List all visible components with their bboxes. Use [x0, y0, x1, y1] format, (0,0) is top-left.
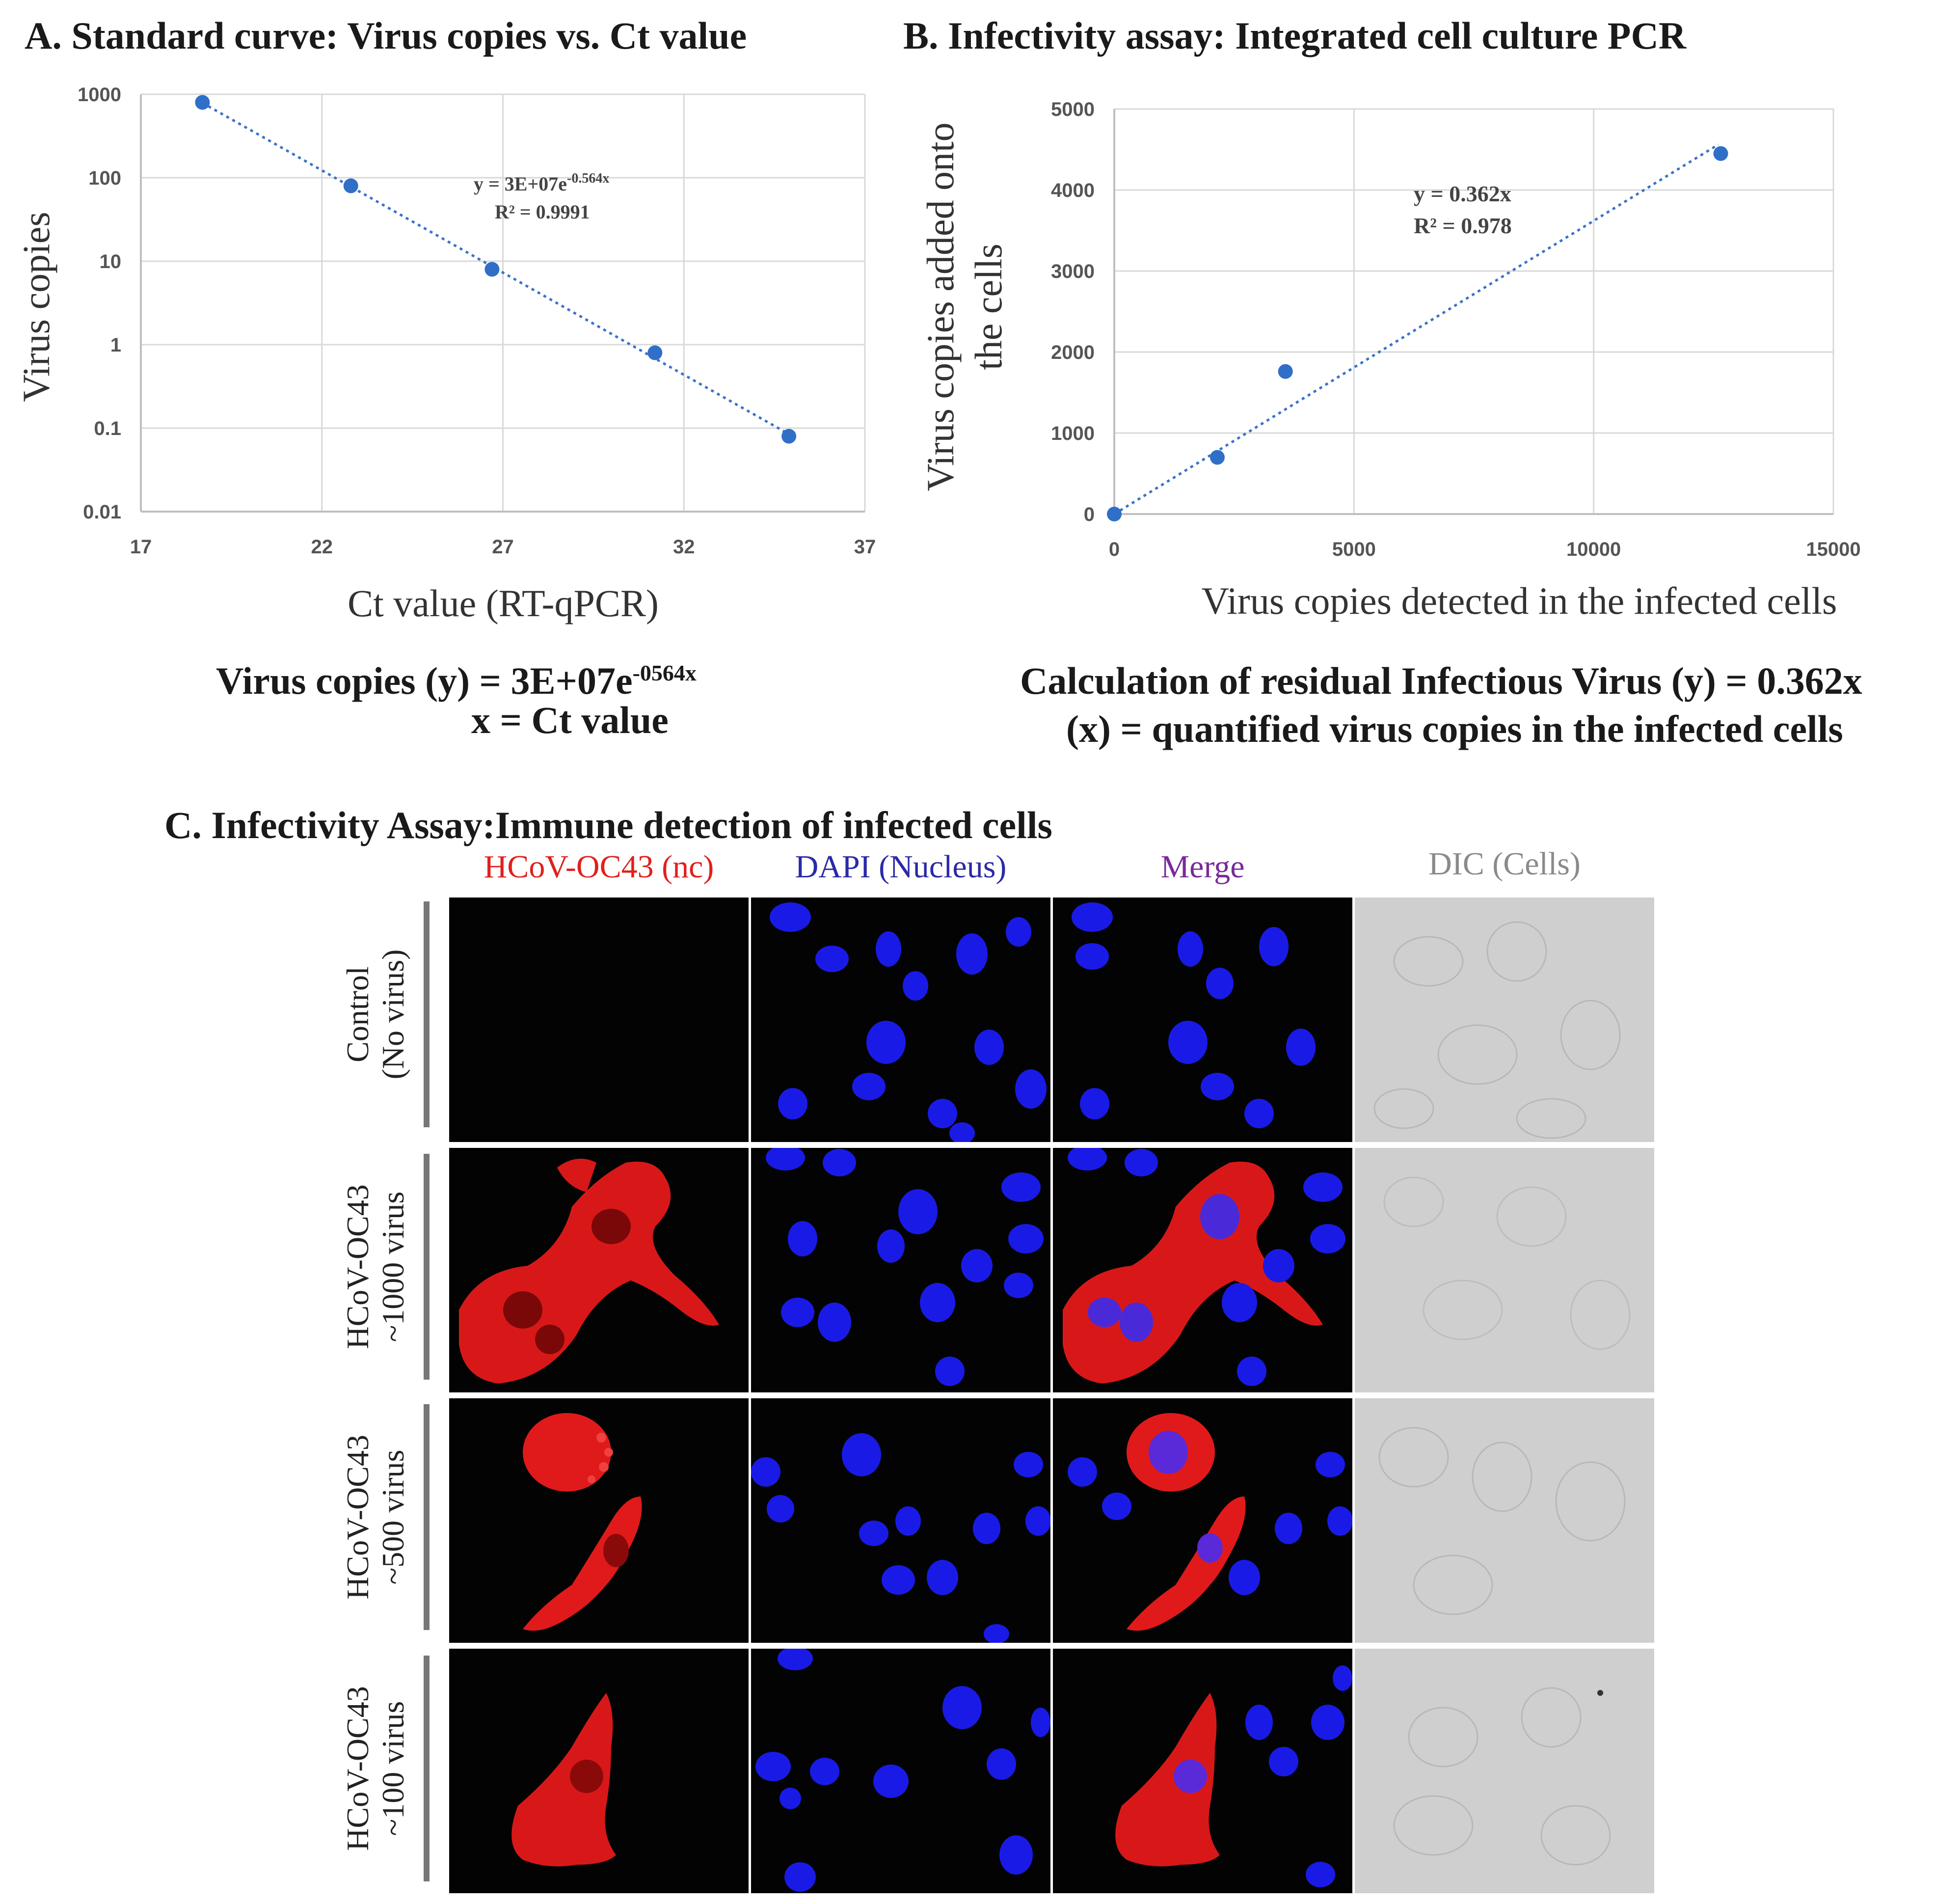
chart-a-data-point: [343, 178, 358, 193]
row-label-1000: HCoV-OC43 ~1000 virus: [322, 1154, 430, 1380]
row-label-500-text: HCoV-OC43 ~500 virus: [340, 1435, 410, 1600]
chart-a-ytick-label: 100: [88, 167, 121, 189]
panel-a-formula-line2: x = Ct value: [471, 699, 669, 741]
row-label-100: HCoV-OC43 ~100 virus: [322, 1656, 430, 1881]
col-header-hcov: HCoV-OC43 (nc): [484, 849, 714, 885]
col-header-merge: Merge: [1160, 849, 1245, 885]
chart-b-r2: R² = 0.978: [1414, 213, 1512, 238]
chart-a-data-point: [647, 345, 663, 360]
chart-a-xtick-label: 17: [130, 536, 152, 558]
image-500-hcov: [449, 1398, 749, 1643]
image-1000-dic: [1355, 1148, 1654, 1392]
chart-b-xtick-label: 15000: [1806, 539, 1860, 560]
image-1000-merge: [1053, 1148, 1352, 1392]
panel-b-title: B. Infectivity assay: Integrated cell cu…: [903, 14, 1687, 57]
row-label-500: HCoV-OC43 ~500 virus: [322, 1404, 430, 1630]
chart-b-data-point: [1713, 146, 1728, 161]
col-header-dapi: DAPI (Nucleus): [795, 849, 1007, 885]
chart-b-ytick-label: 5000: [1051, 99, 1095, 120]
chart-a-x-axis-label: Ct value (RT-qPCR): [348, 582, 659, 625]
row-label-100-text: HCoV-OC43 ~100 virus: [340, 1686, 410, 1851]
chart-b-ytick-label: 2000: [1051, 342, 1095, 363]
panel-a-formula-line1: Virus copies (y) = 3E+07e-0564x: [216, 659, 697, 703]
row-label-1000-text: HCoV-OC43 ~1000 virus: [340, 1184, 410, 1349]
image-100-dic: [1355, 1649, 1654, 1893]
chart-a-xtick-label: 22: [311, 536, 333, 558]
charts-area: 0.01 0.1 1 10 100 1000 17 22 27 32 37 0 1000 2000 3000…: [15, 84, 1861, 625]
chart-a-data-point: [484, 262, 500, 277]
chart-b-trend-equation: y = 0.362x: [1414, 181, 1511, 206]
row-divider-bar: [424, 1154, 430, 1380]
panel-a-title: A. Standard curve: Virus copies vs. Ct v…: [25, 14, 747, 57]
image-100-merge: [1053, 1649, 1352, 1893]
chart-b-data-point: [1209, 450, 1225, 465]
row-divider-bar: [424, 1404, 430, 1630]
panel-c-title: C. Infectivity Assay:Immune detection of…: [164, 804, 1052, 846]
chart-a-r2: R² = 0.9991: [495, 201, 590, 223]
image-1000-hcov: [449, 1148, 749, 1392]
row-label-control-text: Control (No virus): [340, 949, 410, 1080]
image-100-hcov: [449, 1649, 749, 1893]
image-control-merge: [1053, 898, 1352, 1142]
panel-b-formula-line2: (x) = quantified virus copies in the inf…: [1066, 707, 1843, 750]
row-label-control: Control (No virus): [322, 901, 430, 1127]
chart-a-ytick-label: 0.01: [83, 501, 121, 523]
row-divider-bar: [424, 901, 430, 1127]
panel-b-formula-line1: Calculation of residual Infectious Virus…: [1020, 659, 1862, 702]
chart-a-ytick-label: 0.1: [94, 418, 121, 439]
chart-a-ytick-label: 1000: [78, 84, 121, 106]
chart-b-data-point: [1107, 507, 1122, 521]
chart-a-y-axis-label: Virus copies: [15, 212, 57, 402]
image-control-hcov: [449, 898, 749, 1142]
chart-a-ytick-label: 1: [110, 334, 121, 356]
chart-a-ytick-label: 10: [100, 251, 122, 272]
chart-b-ytick-label: 1000: [1051, 423, 1095, 444]
image-100-dapi: [751, 1649, 1050, 1893]
chart-a-xtick-label: 32: [673, 536, 695, 558]
chart-b-data-point: [1278, 364, 1293, 379]
image-500-dapi: [751, 1398, 1050, 1643]
chart-b-y-axis-label-line1: Virus copies added onto: [919, 122, 962, 491]
chart-a-data-point: [195, 95, 210, 110]
panel-a-formula-base: Virus copies (y) = 3E+07e: [216, 659, 633, 702]
image-1000-dapi: [751, 1148, 1050, 1392]
image-control-dapi: [751, 898, 1050, 1142]
chart-b-xtick-label: 0: [1109, 539, 1120, 560]
chart-b-xtick-label: 5000: [1332, 539, 1376, 560]
col-header-dic: DIC (Cells): [1428, 846, 1581, 882]
image-control-dic: [1355, 898, 1654, 1142]
panel-a-formula-exponent: -0564x: [632, 660, 697, 685]
chart-b-ytick-label: 3000: [1051, 261, 1095, 282]
chart-b-xtick-label: 10000: [1566, 539, 1621, 560]
row-divider-bar: [424, 1656, 430, 1881]
chart-b-ytick-label: 0: [1084, 504, 1095, 525]
chart-b-x-axis-label: Virus copies detected in the infected ce…: [1202, 579, 1837, 622]
chart-a-xtick-label: 27: [492, 536, 514, 558]
chart-b-y-axis-label-line2: the cells: [967, 244, 1010, 370]
chart-a-data-point: [781, 429, 797, 444]
chart-b-ytick-label: 4000: [1051, 180, 1095, 201]
chart-a-xtick-label: 37: [854, 536, 876, 558]
image-500-merge: [1053, 1398, 1352, 1643]
chart-a-trend-equation: y = 3E+07e-0.564x: [474, 171, 609, 195]
image-500-dic: [1355, 1398, 1654, 1643]
